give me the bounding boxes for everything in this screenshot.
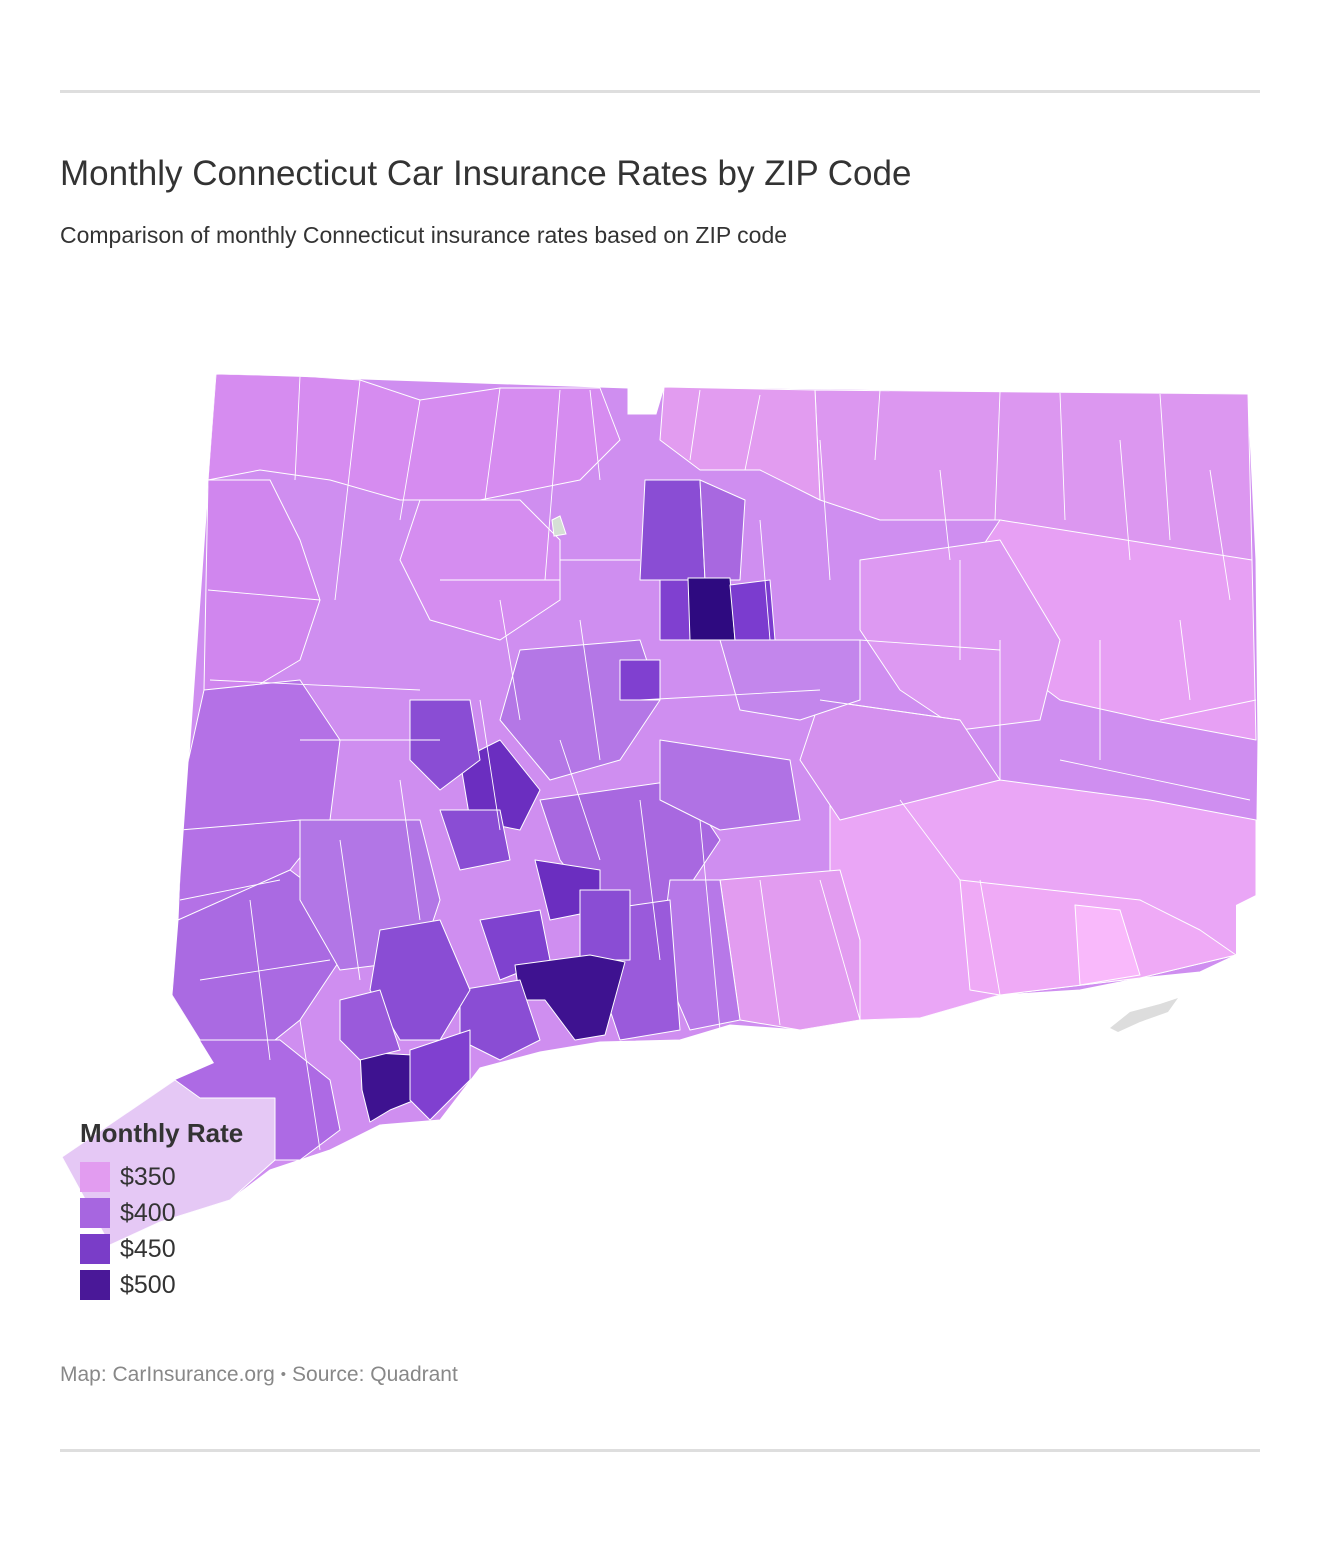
- legend-swatch-450: [80, 1234, 110, 1264]
- legend-item-350: $350: [80, 1159, 243, 1195]
- zip-region-north-center: [659, 386, 821, 501]
- footer-credits: Map: CarInsurance.org • Source: Quadrant: [60, 1363, 458, 1387]
- zip-region-middlesex-east: [719, 869, 861, 1031]
- zip-region-milford: [459, 979, 541, 1061]
- bottom-divider: [60, 1449, 1260, 1452]
- zip-region-new-britain: [619, 659, 661, 701]
- zip-region-east-lowest: [1074, 904, 1141, 986]
- legend-label-400: $400: [120, 1198, 176, 1227]
- chart-title: Monthly Connecticut Car Insurance Rates …: [60, 154, 912, 193]
- zip-region-bloomfield: [699, 479, 746, 581]
- legend-label-350: $350: [120, 1162, 176, 1191]
- zip-region-north-central-west: [399, 499, 561, 641]
- legend-title: Monthly Rate: [80, 1118, 244, 1148]
- zip-region-glastonbury: [659, 739, 801, 831]
- map-credit: Map: CarInsurance.org: [60, 1363, 275, 1386]
- source-credit: Source: Quadrant: [292, 1363, 458, 1386]
- zip-region-west-hartford: [639, 479, 706, 581]
- legend-item-400: $400: [80, 1195, 243, 1231]
- legend-swatch-500: [80, 1270, 110, 1300]
- legend-item-450: $450: [80, 1231, 243, 1267]
- zip-region-naugatuck: [439, 809, 511, 871]
- zip-region-east-hartford: [729, 579, 776, 641]
- no-data-area-fishers-island: [1110, 998, 1178, 1032]
- zip-boundaries: [179, 375, 1257, 1151]
- chart-subtitle: Comparison of monthly Connecticut insura…: [60, 222, 788, 248]
- zip-region-waterbury-core: [409, 699, 481, 791]
- zip-region-shelton: [339, 989, 401, 1061]
- legend-swatch-400: [80, 1198, 110, 1228]
- legend-label-500: $500: [120, 1270, 176, 1299]
- no-data-area-north: [551, 515, 567, 537]
- legend-item-500: $500: [80, 1267, 243, 1303]
- zip-region-stratford: [409, 1029, 471, 1121]
- top-divider: [60, 90, 1260, 93]
- map-legend: Monthly Rate $350 $400 $450 $500: [80, 1118, 243, 1303]
- zip-region-north-haven: [579, 889, 631, 961]
- zip-region-hartford-east: [719, 639, 861, 721]
- legend-swatch-350: [80, 1162, 110, 1192]
- footer-separator: •: [280, 1366, 287, 1383]
- zip-region-hartford-city: [687, 577, 736, 641]
- legend-label-450: $450: [120, 1234, 176, 1263]
